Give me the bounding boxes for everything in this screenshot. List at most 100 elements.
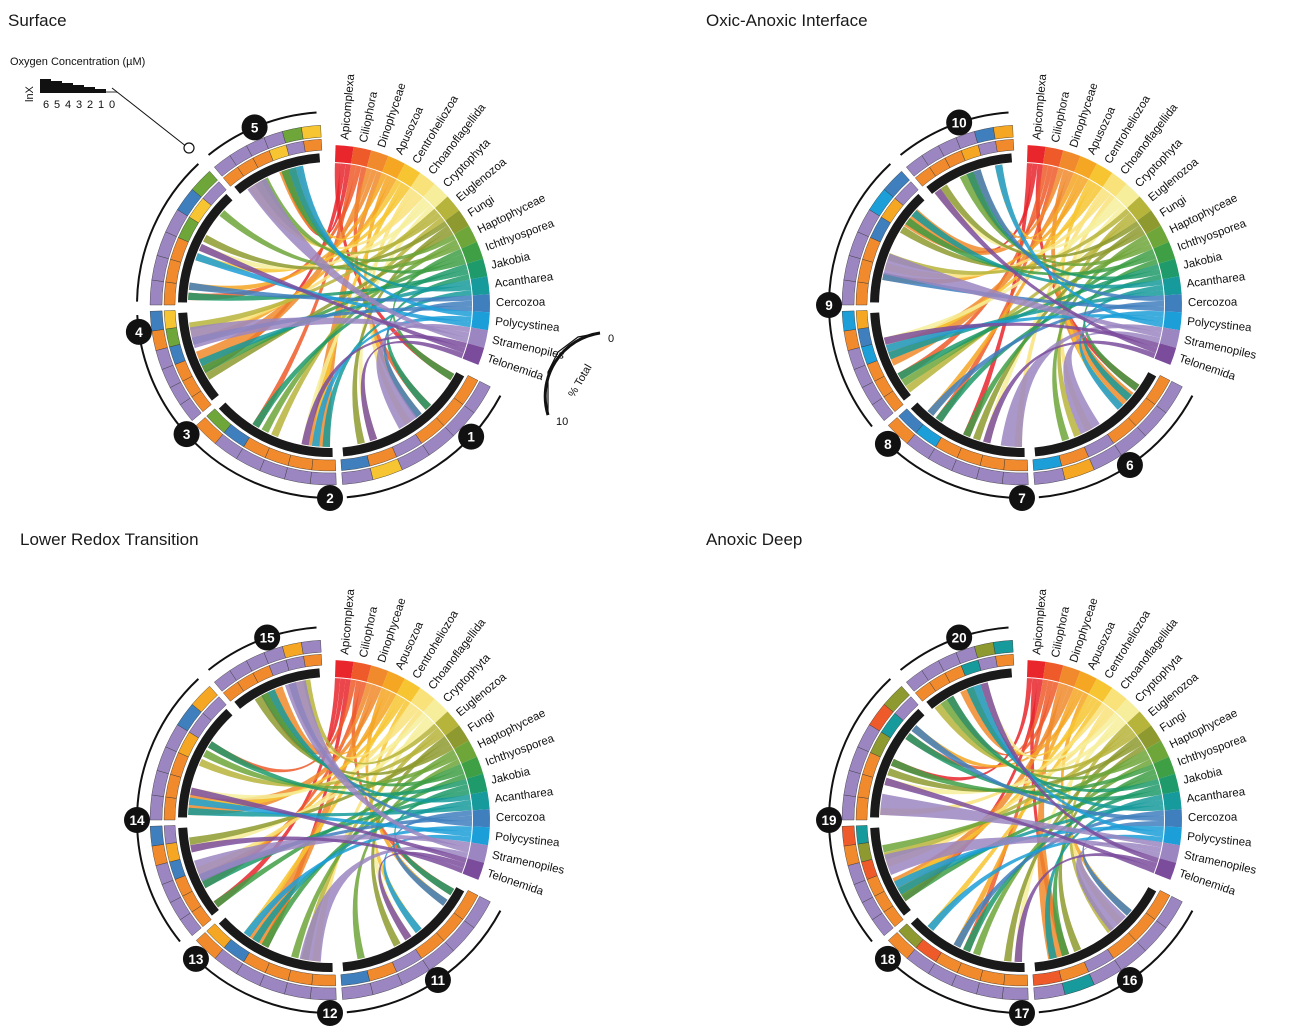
composition-ring-outer [993, 125, 1014, 140]
taxon-arc [1074, 671, 1097, 694]
taxon-arc [1127, 196, 1152, 221]
composition-ring-inner [202, 181, 227, 206]
composition-ring-inner [977, 140, 998, 156]
composition-ring-inner [898, 408, 924, 434]
composition-ring-outer [284, 467, 312, 485]
chord-ribbon [243, 694, 402, 938]
taxon-arc [467, 842, 489, 863]
sample-badge-label: 2 [326, 491, 334, 506]
sample-bracket [828, 315, 873, 428]
composition-ring-outer [151, 329, 168, 351]
chord-ribbon [299, 846, 469, 962]
oxygen-legend-tick: 0 [109, 99, 115, 111]
composition-ring-outer [284, 982, 312, 1000]
chord-ribbon [884, 777, 1156, 874]
chord-ribbon [1052, 768, 1157, 957]
composition-ring-outer [191, 170, 218, 198]
chord-ribbon [248, 684, 377, 948]
chord-ribbon [1063, 331, 1161, 435]
sample-ring [870, 312, 911, 401]
composition-ring-outer [195, 417, 224, 444]
composition-ring-outer [993, 640, 1014, 655]
sample-bracket [136, 163, 200, 302]
composition-ring-outer [151, 255, 169, 282]
taxon-arc [461, 241, 484, 264]
sample-ring [1034, 887, 1157, 972]
taxon-arc [1154, 858, 1177, 880]
chord-ribbon [963, 680, 1054, 953]
composition-ring-inner [163, 310, 177, 330]
chord-ribbon [188, 805, 472, 817]
taxon-arc [1163, 826, 1182, 846]
chord-ribbon [960, 684, 1074, 756]
taxon-arc [471, 311, 490, 331]
composition-ring-inner [311, 973, 336, 987]
composition-ring-outer [341, 982, 374, 1000]
composition-ring-inner [855, 281, 869, 306]
taxon-label: Polycystinea [1187, 831, 1253, 850]
sample-badge-label: 5 [251, 120, 259, 135]
taxon-arc [1158, 258, 1180, 280]
taxon-arc [1159, 327, 1181, 348]
chord-ribbon [301, 334, 467, 446]
taxon-label: Polycystinea [495, 831, 561, 850]
percent-scale-bottom-tick: 10 [556, 416, 568, 428]
chord-ribbon [295, 680, 419, 759]
sample-badge-label: 11 [431, 973, 446, 988]
composition-ring-outer [309, 986, 337, 1001]
composition-ring-outer [282, 127, 304, 144]
chord-ribbon [883, 253, 1162, 338]
sample-bracket [346, 395, 502, 499]
chord-ribbon [247, 178, 469, 344]
sample-ring [234, 668, 321, 709]
chord-ribbon [383, 834, 471, 934]
taxon-arc [435, 196, 460, 221]
sample-badge [424, 967, 451, 994]
taxon-label: Telonemida [485, 868, 545, 898]
oxygen-legend-bars [40, 79, 117, 93]
taxon-arc [1164, 294, 1182, 313]
chord-ribbon [267, 689, 471, 803]
taxon-label: Jakobia [490, 251, 532, 272]
sample-ring [870, 827, 911, 916]
panel-title-surface: Surface [8, 11, 67, 30]
chord-ribbon [195, 167, 372, 372]
composition-ring-outer [843, 329, 860, 351]
oxygen-legend-bar [84, 87, 95, 93]
sample-ring [218, 402, 333, 457]
chord-ribbon [261, 692, 465, 787]
oxygen-legend-tick: 4 [65, 99, 71, 111]
taxon-label: Apicomplexa [1031, 73, 1049, 140]
taxon-arc [396, 163, 421, 187]
taxon-arc [454, 740, 477, 764]
chord-ribbon [911, 689, 1084, 768]
oxygen-legend-pointer [111, 87, 188, 148]
taxon-label: Fungi [1158, 709, 1189, 735]
chord-ribbon [899, 226, 1146, 270]
composition-ring-inner [303, 654, 323, 668]
taxon-label: Acantharea [494, 786, 554, 805]
taxon-arc [334, 660, 354, 679]
chord-ribbon [934, 188, 1123, 253]
taxon-arc [1115, 183, 1140, 209]
taxon-label: Telonemida [485, 353, 545, 383]
sample-badge [946, 109, 973, 136]
taxon-arc [462, 343, 485, 365]
taxon-label: Centroheliozoa [411, 93, 462, 166]
taxon-arc [396, 678, 421, 702]
chord-ribbon [370, 699, 422, 934]
composition-ring-inner [287, 969, 314, 986]
composition-ring-outer [974, 127, 996, 144]
taxon-arc [462, 858, 485, 880]
chord-ribbon [202, 253, 465, 374]
sample-bracket [828, 830, 873, 943]
composition-ring-outer [883, 685, 910, 713]
composition-ring-inner [894, 696, 919, 721]
chord-ribbon [190, 712, 427, 800]
composition-ring-inner [977, 655, 998, 671]
taxon-label: Apicomplexa [339, 73, 357, 140]
composition-ring-outer [151, 770, 169, 797]
chord-ribbon [392, 248, 463, 381]
taxon-label: Ciliophora [1050, 605, 1072, 659]
taxon-arc [1115, 698, 1140, 724]
